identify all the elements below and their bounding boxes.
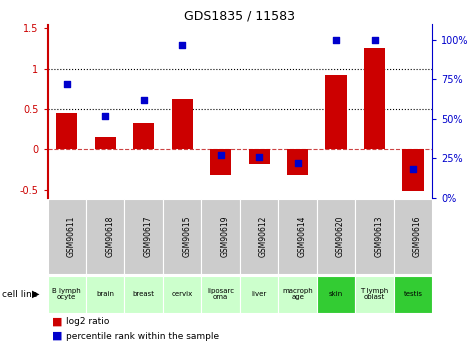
Title: GDS1835 / 11583: GDS1835 / 11583 bbox=[184, 10, 295, 23]
Point bbox=[63, 81, 70, 87]
Bar bbox=[86, 276, 124, 313]
Point bbox=[332, 37, 340, 43]
Bar bbox=[287, 149, 308, 175]
Bar bbox=[48, 199, 86, 274]
Bar bbox=[48, 276, 86, 313]
Bar bbox=[201, 276, 240, 313]
Text: T lymph
oblast: T lymph oblast bbox=[361, 288, 389, 300]
Bar bbox=[240, 276, 278, 313]
Bar bbox=[364, 48, 385, 149]
Text: GSM90614: GSM90614 bbox=[297, 216, 306, 257]
Point bbox=[294, 160, 301, 166]
Text: cervix: cervix bbox=[171, 291, 193, 297]
Bar bbox=[278, 276, 317, 313]
Text: ■: ■ bbox=[52, 331, 63, 341]
Bar bbox=[171, 99, 193, 149]
Text: GSM90618: GSM90618 bbox=[105, 216, 114, 257]
Text: ▶: ▶ bbox=[32, 289, 40, 299]
Text: brain: brain bbox=[96, 291, 114, 297]
Bar bbox=[394, 199, 432, 274]
Text: liver: liver bbox=[251, 291, 267, 297]
Bar bbox=[163, 199, 201, 274]
Text: percentile rank within the sample: percentile rank within the sample bbox=[66, 332, 219, 341]
Bar bbox=[56, 113, 77, 149]
Bar bbox=[317, 199, 355, 274]
Bar bbox=[95, 137, 116, 149]
Text: GSM90616: GSM90616 bbox=[413, 216, 422, 257]
Text: GSM90612: GSM90612 bbox=[259, 216, 268, 257]
Bar bbox=[394, 276, 432, 313]
Text: GSM90613: GSM90613 bbox=[374, 216, 383, 257]
Bar bbox=[133, 124, 154, 149]
Point bbox=[409, 167, 417, 172]
Text: GSM90617: GSM90617 bbox=[143, 216, 152, 257]
Text: macroph
age: macroph age bbox=[282, 288, 313, 300]
Text: liposarc
oma: liposarc oma bbox=[207, 288, 234, 300]
Bar bbox=[124, 276, 163, 313]
Text: GSM90615: GSM90615 bbox=[182, 216, 191, 257]
Point bbox=[178, 42, 186, 47]
Text: cell line: cell line bbox=[2, 290, 38, 299]
Text: GSM90611: GSM90611 bbox=[66, 216, 76, 257]
Text: ■: ■ bbox=[52, 316, 63, 326]
Point bbox=[101, 113, 109, 118]
Point bbox=[370, 37, 378, 43]
Point bbox=[255, 154, 263, 159]
Bar bbox=[201, 199, 240, 274]
Text: testis: testis bbox=[404, 291, 423, 297]
Text: skin: skin bbox=[329, 291, 343, 297]
Bar bbox=[317, 276, 355, 313]
Bar bbox=[402, 149, 424, 191]
Bar bbox=[163, 276, 201, 313]
Bar bbox=[355, 199, 394, 274]
Bar bbox=[86, 199, 124, 274]
Point bbox=[140, 97, 147, 103]
Bar bbox=[124, 199, 163, 274]
Text: GSM90619: GSM90619 bbox=[220, 216, 229, 257]
Text: breast: breast bbox=[133, 291, 155, 297]
Bar bbox=[278, 199, 317, 274]
Text: GSM90620: GSM90620 bbox=[336, 216, 345, 257]
Bar bbox=[325, 75, 347, 149]
Text: log2 ratio: log2 ratio bbox=[66, 317, 110, 326]
Text: B lymph
ocyte: B lymph ocyte bbox=[52, 288, 81, 300]
Bar bbox=[248, 149, 270, 164]
Point bbox=[217, 152, 224, 158]
Bar bbox=[240, 199, 278, 274]
Bar bbox=[355, 276, 394, 313]
Bar bbox=[210, 149, 231, 175]
